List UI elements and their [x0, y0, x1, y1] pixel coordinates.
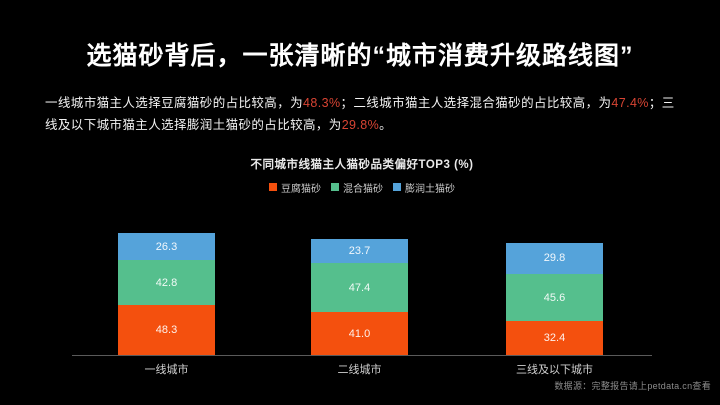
legend-item-bentonite-litter: 膨润土猫砂	[393, 180, 455, 195]
description-highlight: 47.4%	[611, 96, 649, 110]
data-source-note: 数据源：完整报告请上petdata.cn查看	[554, 381, 711, 391]
description-text: 一线城市猫主人选择豆腐猫砂的占比较高，为	[45, 96, 304, 110]
description: 一线城市猫主人选择豆腐猫砂的占比较高，为48.3%；二线城市猫主人选择混合猫砂的…	[45, 92, 683, 136]
bar-segment-mixed-litter: 42.8	[118, 260, 215, 305]
bar-tier3-city: 29.8 45.6 32.4	[506, 242, 603, 355]
description-text: ；三线及以下城市猫主人选择膨润土猫砂的占比较高，为	[45, 96, 675, 132]
bar-segment-bentonite-litter: 29.8	[506, 242, 603, 274]
bar-segment-bentonite-litter: 23.7	[311, 238, 408, 264]
stacked-bar-chart: 不同城市线猫主人猫砂品类偏好TOP3 (%) 豆腐猫砂 混合猫砂 膨润土猫砂 2…	[72, 158, 652, 377]
segment-value-label: 47.4	[348, 281, 371, 294]
legend-item-mixed-litter: 混合猫砂	[331, 180, 383, 195]
segment-value-label: 42.8	[155, 276, 178, 289]
plot-area: 26.3 42.8 48.3 23.7 47.4 41.0	[72, 203, 652, 356]
slide-title: 选猫砂背后，一张清晰的“城市消费升级路线图”	[86, 42, 634, 70]
bar-segment-tofu-litter: 32.4	[506, 321, 603, 355]
segment-value-label: 41.0	[348, 327, 371, 340]
segment-value-label: 26.3	[155, 240, 178, 253]
chart-title: 不同城市线猫主人猫砂品类偏好TOP3 (%)	[250, 159, 474, 171]
bar-segment-tofu-litter: 41.0	[311, 312, 408, 355]
segment-value-label: 32.4	[543, 332, 566, 345]
bar-segment-mixed-litter: 47.4	[311, 263, 408, 313]
segment-value-label: 45.6	[543, 291, 566, 304]
legend-swatch-mixed-litter	[331, 183, 339, 191]
description-highlight: 48.3%	[303, 96, 341, 110]
description-highlight: 29.8%	[341, 118, 380, 132]
bar-segment-tofu-litter: 48.3	[118, 304, 215, 355]
description-text: ；二线城市猫主人选择混合猫砂的占比较高，为	[340, 96, 612, 110]
bar-segment-mixed-litter: 45.6	[506, 273, 603, 322]
x-axis-label: 三线及以下城市	[516, 364, 593, 376]
description-text: 。	[379, 118, 393, 132]
legend-item-tofu-litter: 豆腐猫砂	[269, 180, 321, 195]
legend-label: 混合猫砂	[343, 183, 383, 195]
bar-segment-bentonite-litter: 26.3	[118, 232, 215, 261]
bar-tier2-city: 23.7 47.4 41.0	[311, 238, 408, 355]
legend-swatch-bentonite-litter	[393, 183, 401, 191]
segment-value-label: 23.7	[348, 244, 371, 257]
x-axis-labels: 一线城市 二线城市 三线及以下城市	[72, 361, 652, 377]
chart-legend: 豆腐猫砂 混合猫砂 膨润土猫砂	[72, 180, 652, 195]
segment-value-label: 29.8	[543, 252, 566, 265]
x-axis-label: 一线城市	[144, 364, 189, 376]
x-axis-label: 二线城市	[337, 364, 382, 376]
legend-label: 膨润土猫砂	[405, 183, 455, 195]
bar-tier1-city: 26.3 42.8 48.3	[118, 232, 215, 355]
legend-label: 豆腐猫砂	[281, 183, 321, 195]
legend-swatch-tofu-litter	[269, 183, 277, 191]
segment-value-label: 48.3	[155, 323, 178, 336]
